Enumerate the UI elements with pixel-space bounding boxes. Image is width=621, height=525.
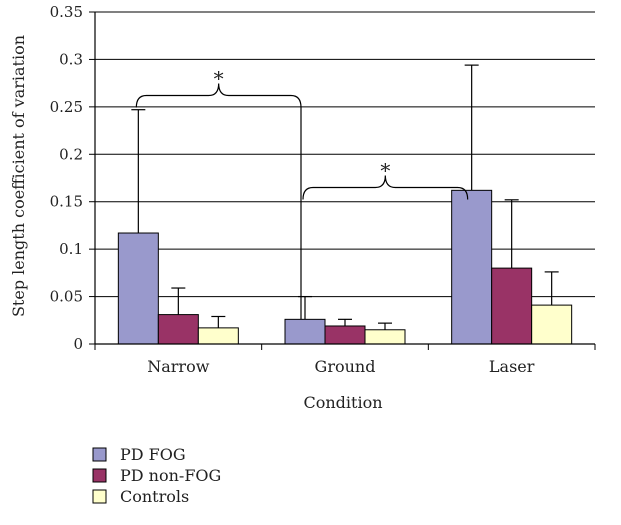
x-tick-label: Ground: [315, 357, 376, 376]
significance-star: *: [214, 66, 224, 90]
bar: [364, 329, 406, 345]
bar: [531, 304, 573, 345]
bars: [117, 64, 573, 345]
y-tick-label: 0.15: [50, 193, 83, 211]
bar: [451, 189, 493, 345]
significance-annotations: **: [135, 66, 469, 320]
y-tick-label: 0.25: [50, 98, 83, 116]
bar: [324, 325, 366, 345]
bar: [157, 314, 199, 345]
legend-swatch: [92, 489, 107, 504]
y-tick-label: 0.2: [59, 145, 83, 163]
y-tick-label: 0.1: [59, 240, 83, 258]
y-tick-label: 0: [73, 335, 83, 353]
significance-bracket: [135, 83, 302, 108]
legend-label: PD non-FOG: [120, 466, 221, 485]
legend-label: PD FOG: [120, 445, 186, 464]
gridlines: [95, 11, 595, 298]
bar: [284, 318, 326, 345]
significance-star: *: [380, 158, 390, 182]
bar: [491, 267, 533, 345]
bar: [117, 232, 159, 345]
legend-swatch: [92, 468, 107, 483]
y-tick-label: 0.05: [50, 288, 83, 306]
legend-swatch: [92, 447, 107, 462]
significance-bracket: [302, 175, 469, 200]
x-axis-title: Condition: [303, 393, 382, 412]
x-tick-label: Narrow: [147, 357, 209, 376]
legend: PD FOG PD non-FOG Controls: [92, 445, 221, 506]
axes: 0 0.05 0.1 0.15 0.2 0.25 0.3 0.35 Narrow Ground La…: [50, 3, 596, 376]
y-tick-label: 0.35: [50, 3, 83, 21]
legend-label: Controls: [120, 487, 189, 506]
y-tick-label: 0.3: [59, 50, 83, 68]
x-tick-label: Laser: [489, 357, 535, 376]
bar: [197, 327, 239, 345]
y-axis-title: Step length coefficient of variation: [9, 35, 28, 317]
